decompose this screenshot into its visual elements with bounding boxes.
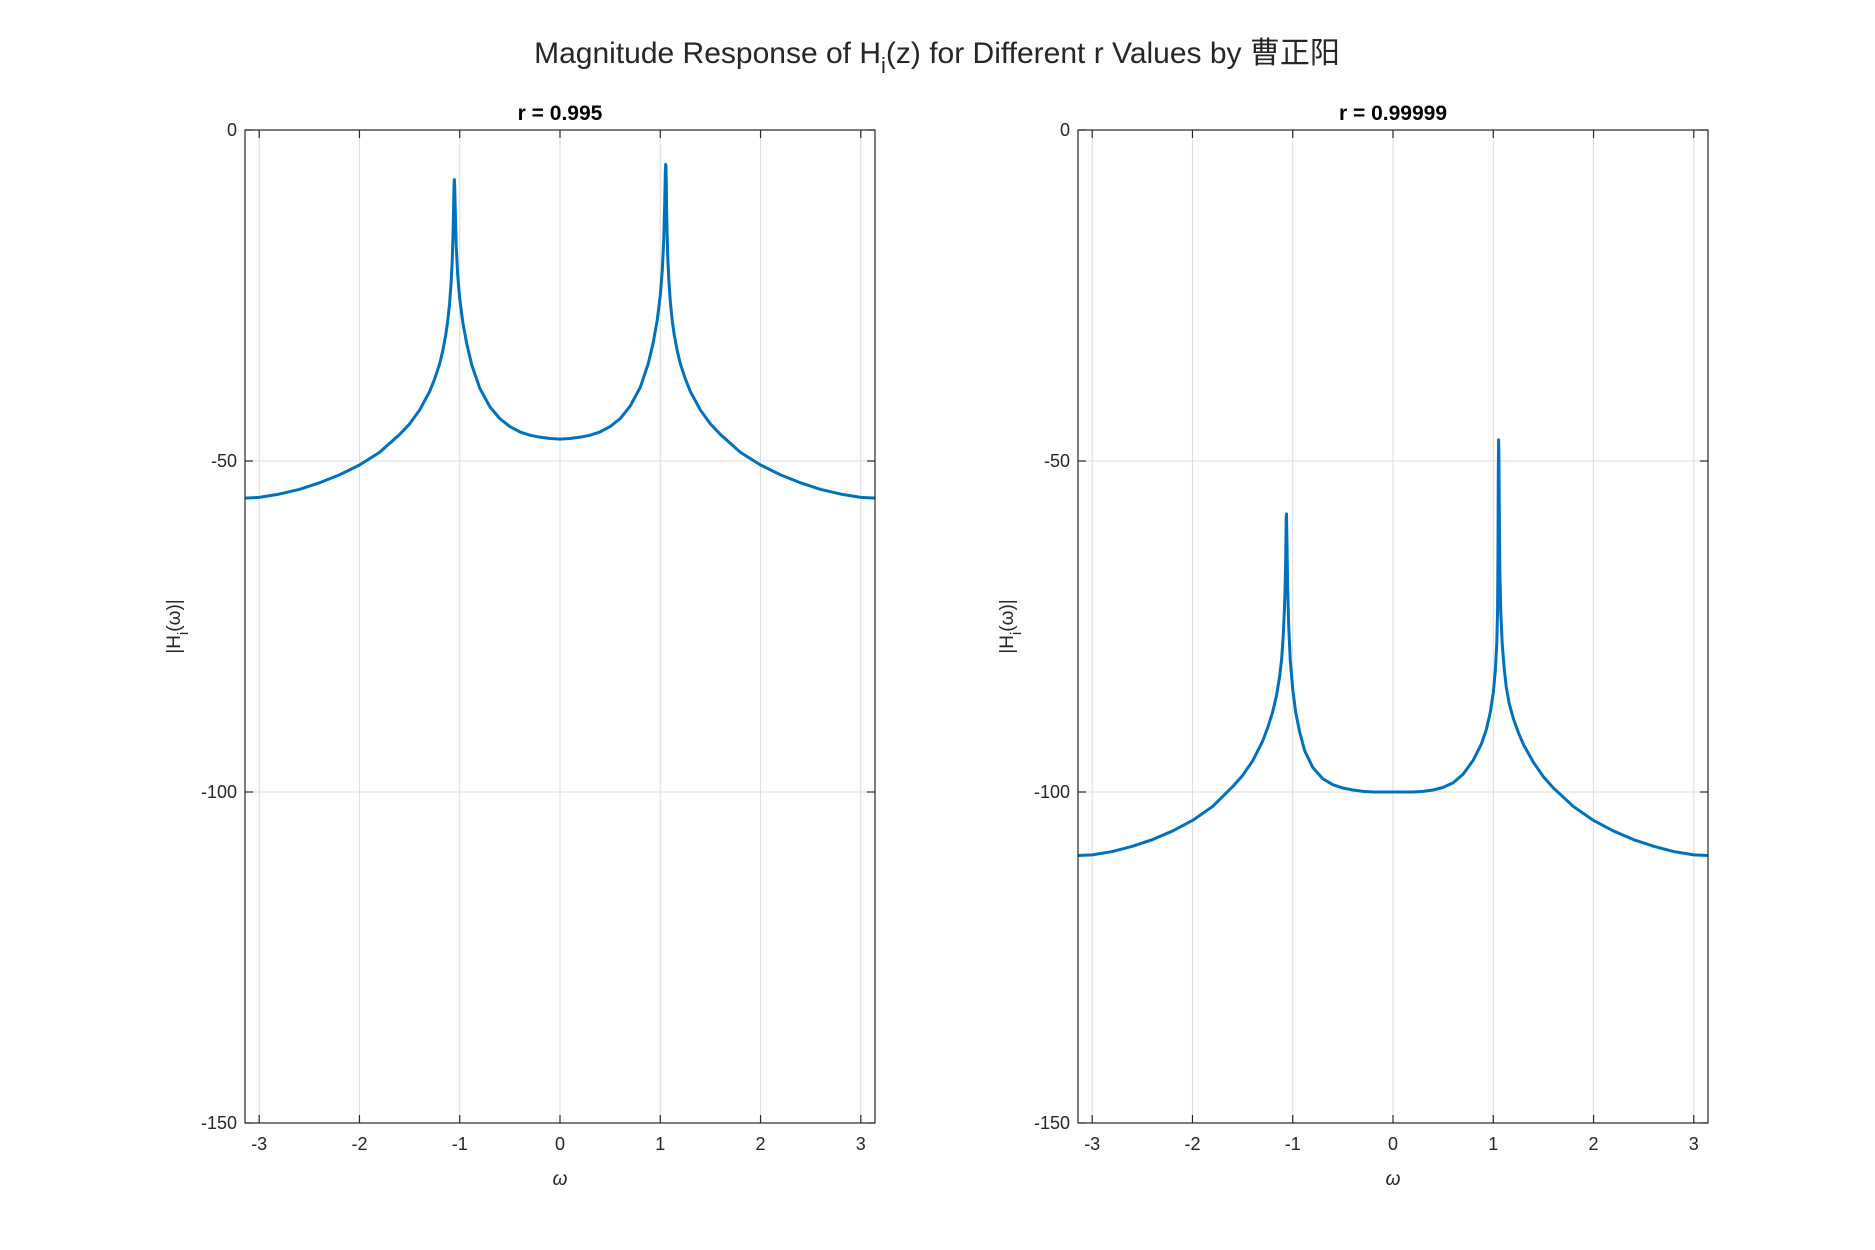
y-axis-label-sub-left: i: [175, 632, 192, 635]
x-tick-label-left: -1: [452, 1134, 468, 1154]
y-axis-label-rest-right: (ω)|: [997, 599, 1018, 631]
x-tick-label-left: 3: [856, 1134, 866, 1154]
y-tick-label-right: 0: [1060, 120, 1070, 140]
figure-title-subscript: i: [881, 53, 886, 78]
y-axis-label-sub-right: i: [1008, 632, 1025, 635]
axes-frame-right: [1077, 129, 1709, 1124]
figure-title-rest: (z) for Different r Values by 曹正阳: [886, 37, 1340, 70]
figure-title-main: Magnitude Response of H: [534, 37, 881, 70]
tick-layer-right: -3 -2 -1 0 1 2 3 -150 -100 -50 0: [1034, 120, 1708, 1154]
y-tick-label-left: -150: [201, 1113, 237, 1133]
y-tick-label-left: 0: [227, 120, 237, 140]
axes-frame-left: [244, 129, 876, 1124]
x-tick-label-right: -2: [1184, 1134, 1200, 1154]
subplot-title-right: r = 0.99999: [1339, 102, 1447, 125]
tick-layer-left: -3 -2 -1 0 1 2 3 -150 -100 -50 0: [201, 120, 875, 1154]
x-tick-label-right: 2: [1589, 1134, 1599, 1154]
x-axis-label-right: ω: [1386, 1169, 1401, 1190]
magnitude-curve-left: [244, 162, 876, 500]
y-axis-label-main-right: |H: [997, 635, 1018, 654]
y-tick-label-left: -100: [201, 782, 237, 802]
y-tick-label-left: -50: [211, 451, 237, 471]
x-tick-label-left: 2: [756, 1134, 766, 1154]
x-tick-label-right: 1: [1488, 1134, 1498, 1154]
x-tick-label-right: 3: [1689, 1134, 1699, 1154]
y-axis-label-right: |Hi(ω)|: [997, 599, 1025, 653]
subplot-right: -3 -2 -1 0 1 2 3 -150 -100 -50 0 r = 0.99999 ω |Hi…: [997, 102, 1709, 1190]
x-tick-label-right: 0: [1388, 1134, 1398, 1154]
y-tick-label-right: -100: [1034, 782, 1070, 802]
magnitude-curve-right: [1077, 438, 1709, 858]
y-axis-label-main-left: |H: [164, 635, 185, 654]
figure-title: Magnitude Response of Hi(z) for Differen…: [534, 37, 1340, 78]
x-tick-label-left: -3: [251, 1134, 267, 1154]
y-axis-label-left: |Hi(ω)|: [164, 599, 192, 653]
y-axis-label-rest-left: (ω)|: [164, 599, 185, 631]
y-tick-label-right: -150: [1034, 1113, 1070, 1133]
x-tick-label-left: 0: [555, 1134, 565, 1154]
y-tick-label-right: -50: [1044, 451, 1070, 471]
x-tick-label-left: 1: [655, 1134, 665, 1154]
subplot-left: -3 -2 -1 0 1 2 3 -150 -100 -50 0 r = 0.995 ω |Hi(ω…: [164, 102, 876, 1190]
x-tick-label-right: -1: [1285, 1134, 1301, 1154]
x-tick-label-left: -2: [351, 1134, 367, 1154]
subplot-title-left: r = 0.995: [518, 102, 603, 125]
x-tick-label-right: -3: [1084, 1134, 1100, 1154]
x-axis-label-left: ω: [553, 1169, 568, 1190]
